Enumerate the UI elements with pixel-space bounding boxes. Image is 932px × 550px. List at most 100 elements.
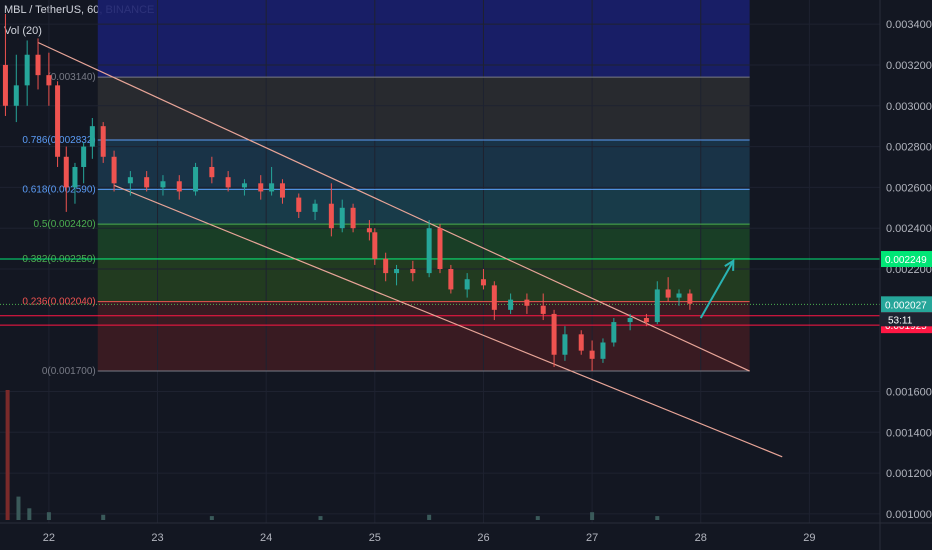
arrow-drawing[interactable]	[699, 259, 735, 319]
last-price-tag: 0.002027	[885, 300, 927, 311]
price-tick-label: 0.003000	[886, 101, 932, 113]
candle-body	[578, 334, 584, 351]
candle-body	[176, 181, 182, 192]
volume-bar	[318, 516, 323, 520]
price-tick-label: 0.002600	[886, 182, 932, 194]
candle-body	[654, 289, 660, 323]
candle-body	[100, 126, 106, 157]
candle-body	[589, 350, 595, 359]
candle-body	[160, 181, 166, 188]
candle-body	[394, 269, 400, 274]
fib-zone	[97, 140, 750, 190]
candle-body	[491, 285, 497, 310]
countdown-bg	[881, 312, 932, 327]
fib-level-label: 0(0.001700)	[42, 366, 96, 377]
candle-body	[524, 299, 530, 306]
candle-body	[551, 313, 557, 355]
candle-body	[540, 305, 546, 314]
volume-bar	[16, 496, 21, 520]
volume-bar	[46, 512, 51, 520]
candle-body	[372, 232, 378, 259]
candle-body	[63, 156, 69, 188]
candle-body	[35, 54, 41, 76]
candle-body	[562, 334, 568, 355]
candle-body	[665, 289, 671, 298]
time-tick-label: 25	[369, 532, 381, 544]
last-price-tag-bg	[881, 296, 932, 313]
candle-body	[312, 203, 318, 212]
fib-zone	[97, 224, 750, 259]
candle-body	[611, 322, 617, 343]
candle-body	[127, 177, 133, 184]
channel-lines[interactable]	[37, 41, 783, 458]
price-tick-label: 0.003400	[886, 19, 932, 31]
candle-body	[350, 207, 356, 229]
price-tick-label: 0.002400	[886, 223, 932, 235]
candle-body	[480, 279, 486, 286]
price-tick-label: 0.001600	[886, 386, 932, 398]
time-tick-label: 29	[803, 532, 815, 544]
price-tick-label: 0.002800	[886, 142, 932, 154]
candle-body	[279, 183, 285, 198]
candle-body	[144, 177, 150, 188]
candle-body	[89, 126, 95, 147]
candle-body	[687, 293, 693, 304]
candle-body	[2, 64, 8, 106]
volume-bar	[27, 508, 32, 520]
candle-body	[209, 166, 215, 178]
price-tag-bg	[881, 251, 932, 268]
arrow-shaft[interactable]	[699, 260, 735, 319]
price-tick-label: 0.001400	[886, 427, 932, 439]
candles	[2, 13, 693, 372]
candle-body	[55, 85, 61, 157]
fib-zone	[97, 301, 750, 372]
price-tick-label: 0.002200	[886, 264, 932, 276]
candle-body	[193, 166, 199, 192]
candle-body	[383, 258, 389, 274]
candle-body	[296, 197, 302, 212]
candle-body	[600, 342, 606, 359]
volume-bar	[209, 516, 214, 520]
fib-level-label: 0.618(0.002590)	[22, 184, 95, 195]
candle-body	[81, 146, 87, 167]
candle-body	[269, 183, 275, 192]
candle-body	[437, 228, 443, 270]
channel-line[interactable]	[113, 184, 783, 458]
price-tick-label: 0.001000	[886, 509, 932, 521]
time-tick-label: 28	[695, 532, 707, 544]
candle-body	[448, 269, 454, 290]
candle-body	[410, 269, 416, 274]
price-tag: 0.002249	[885, 255, 927, 266]
arrow-head[interactable]	[724, 259, 735, 271]
candle-body	[508, 299, 514, 310]
volume-bars	[5, 390, 660, 520]
fib-level-label: (0.003140)	[47, 72, 95, 83]
channel-line[interactable]	[37, 41, 750, 372]
volume-bar	[590, 512, 595, 520]
candle-body	[111, 156, 117, 184]
candle-body	[258, 183, 264, 192]
candle-body	[13, 85, 19, 106]
fib-zone	[97, 77, 750, 141]
candle-body	[225, 177, 231, 188]
candle-body	[241, 183, 247, 188]
fib-zone	[97, 258, 750, 302]
fib-level-label: 0.236(0.002040)	[22, 297, 95, 308]
volume-bar	[655, 516, 660, 520]
volume-bar	[101, 514, 106, 520]
candle-body	[72, 166, 78, 188]
countdown-label: 53:11	[888, 315, 913, 326]
price-tick-label: 0.001200	[886, 468, 932, 480]
candle-body	[24, 54, 30, 86]
time-tick-label: 26	[477, 532, 489, 544]
fib-level-label: 0.5(0.002420)	[33, 219, 95, 230]
volume-bar	[427, 514, 432, 520]
time-tick-label: 22	[43, 532, 55, 544]
time-tick-label: 27	[586, 532, 598, 544]
candle-body	[46, 75, 52, 86]
candle-body	[366, 228, 372, 233]
candle-body	[339, 207, 345, 229]
candle-body	[328, 203, 334, 229]
